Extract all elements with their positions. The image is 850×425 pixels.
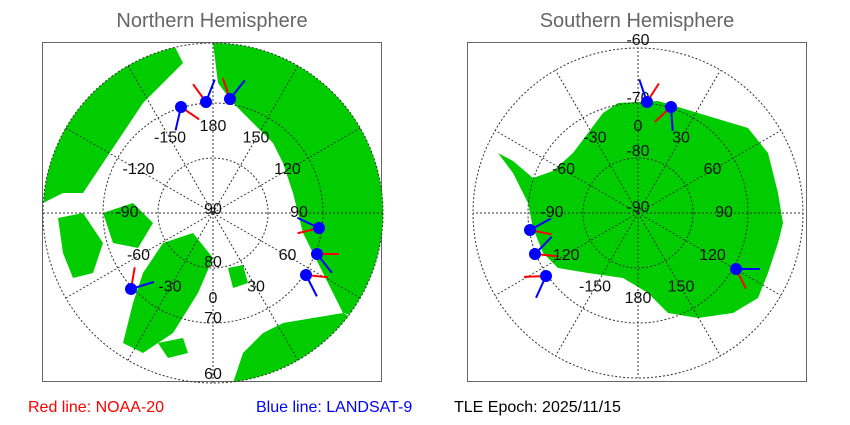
longitude-label: 30 bbox=[672, 130, 690, 147]
satellite-position bbox=[224, 93, 236, 105]
longitude-label: 60 bbox=[704, 161, 722, 178]
land bbox=[43, 43, 383, 383]
longitude-label: 150 bbox=[668, 279, 695, 296]
longitude-label: 120 bbox=[699, 247, 726, 264]
meridian-line bbox=[65, 127, 214, 214]
longitude-label: -30 bbox=[583, 130, 606, 147]
latitude-label: 80 bbox=[204, 254, 222, 271]
longitude-label: 60 bbox=[279, 247, 297, 264]
satellite-position bbox=[313, 222, 325, 234]
northern-hemisphere-map: 180 150 120 90 60 30 0 -30 -60 -90 -120 -150 90 80 70 6… bbox=[42, 42, 384, 384]
southern-hemisphere-map: 0 30 60 90 120 150 180 -150 -120 -90 -60 -30 -90 -80 -… bbox=[467, 32, 807, 382]
meridian-line bbox=[555, 212, 639, 357]
latitude-circle bbox=[157, 157, 269, 269]
satellite-position bbox=[529, 248, 541, 260]
longitude-label: -60 bbox=[127, 247, 150, 264]
meridian-line bbox=[127, 65, 214, 214]
latitude-circle bbox=[582, 157, 694, 269]
meridian-line bbox=[212, 65, 299, 214]
longitude-label: 150 bbox=[243, 130, 270, 147]
longitude-label: 180 bbox=[200, 118, 227, 135]
longitude-label: -60 bbox=[552, 161, 575, 178]
longitude-label: -120 bbox=[548, 247, 580, 264]
meridian-line bbox=[637, 130, 782, 214]
meridian-line bbox=[212, 127, 361, 214]
meridian-line bbox=[637, 212, 721, 357]
satellite-position bbox=[175, 101, 187, 113]
satellite-position bbox=[540, 270, 552, 282]
satellite-position bbox=[665, 101, 677, 113]
tle-epoch: TLE Epoch: 2025/11/15 bbox=[454, 399, 621, 416]
longitude-label: 120 bbox=[274, 161, 301, 178]
longitude-label: -90 bbox=[115, 204, 138, 221]
longitude-label: 90 bbox=[715, 204, 733, 221]
north-title: Northern Hemisphere bbox=[116, 10, 308, 32]
latitude-label: -90 bbox=[626, 199, 649, 216]
longitude-label: 90 bbox=[290, 204, 308, 221]
satellite-position bbox=[524, 224, 536, 236]
meridian-line bbox=[494, 130, 639, 214]
meridian-line bbox=[494, 212, 639, 296]
longitude-label: 0 bbox=[634, 118, 643, 135]
satellite-position bbox=[300, 269, 312, 281]
longitude-label: -90 bbox=[540, 204, 563, 221]
satellite-position bbox=[125, 283, 137, 295]
meridian-line bbox=[212, 212, 299, 361]
longitude-label: 180 bbox=[625, 290, 652, 307]
latitude-label: -60 bbox=[626, 32, 649, 49]
latitude-label: 60 bbox=[204, 366, 222, 383]
legend-noaa20: Red line: NOAA-20 bbox=[28, 399, 165, 416]
longitude-label: 30 bbox=[247, 279, 265, 296]
satellite-position bbox=[641, 96, 653, 108]
longitude-label: -30 bbox=[158, 279, 181, 296]
meridian-line bbox=[65, 212, 214, 299]
longitude-label: -150 bbox=[579, 279, 611, 296]
latitude-label: 70 bbox=[204, 310, 222, 327]
satellite-position bbox=[730, 263, 742, 275]
meridian-line bbox=[127, 212, 214, 361]
longitude-label: 0 bbox=[209, 290, 218, 307]
longitude-label: -120 bbox=[123, 161, 155, 178]
graticule bbox=[472, 47, 804, 379]
south-title: Southern Hemisphere bbox=[539, 10, 735, 32]
meridian-line bbox=[212, 212, 361, 299]
legend-landsat9: Blue line: LANDSAT-9 bbox=[256, 399, 413, 416]
longitude-label: -150 bbox=[154, 130, 186, 147]
satellite-position bbox=[200, 96, 212, 108]
latitude-label: 90 bbox=[204, 201, 222, 218]
meridian-line bbox=[637, 212, 782, 296]
meridian-line bbox=[555, 69, 639, 214]
latitude-label: -80 bbox=[626, 143, 649, 160]
graticule bbox=[42, 42, 384, 384]
meridian-line bbox=[637, 69, 721, 214]
satellite-position bbox=[311, 248, 323, 260]
